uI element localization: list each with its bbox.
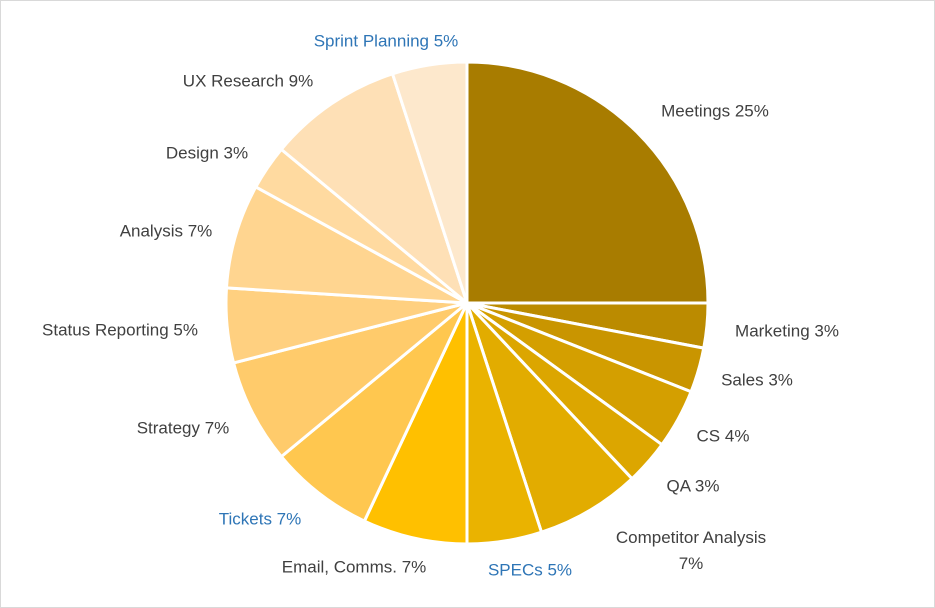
slice-label-strategy: Strategy 7%	[137, 418, 230, 437]
pie-slice-analysis	[224, 185, 469, 305]
slice-label-marketing: Marketing 3%	[735, 321, 839, 340]
slice-label-sales: Sales 3%	[721, 370, 793, 389]
pie-slice-tickets	[279, 301, 469, 523]
slice-label-email-comms: Email, Comms. 7%	[282, 557, 427, 576]
pie-slice-strategy	[232, 301, 469, 459]
slice-label-qa: QA 3%	[667, 476, 720, 495]
pie-slice-competitor-analysis	[465, 301, 634, 534]
slice-label-analysis: Analysis 7%	[120, 221, 213, 240]
slice-labels: Meetings 25% Marketing 3% Sales 3% CS 4% QA …	[42, 31, 839, 579]
slice-label-cs: CS 4%	[697, 426, 750, 445]
pie-slice-meetings	[465, 60, 710, 305]
pie-slice-sprint-planning	[391, 60, 469, 305]
slice-label-tickets: Tickets 7%	[219, 509, 302, 528]
slice-label-status-reporting: Status Reporting 5%	[42, 320, 198, 339]
pie-slice-email-comms	[362, 301, 469, 546]
pie-slices	[224, 60, 710, 546]
slice-label-ux-research: UX Research 9%	[183, 71, 313, 90]
slice-label-specs: SPECs 5%	[488, 560, 572, 579]
slice-label-competitor-analysis: Competitor Analysis 7%	[616, 528, 766, 573]
pie-slice-ux-research	[279, 72, 469, 305]
slice-label-sprint-planning: Sprint Planning 5%	[314, 31, 459, 50]
slice-label-meetings: Meetings 25%	[661, 101, 769, 120]
slice-label-design: Design 3%	[166, 143, 248, 162]
